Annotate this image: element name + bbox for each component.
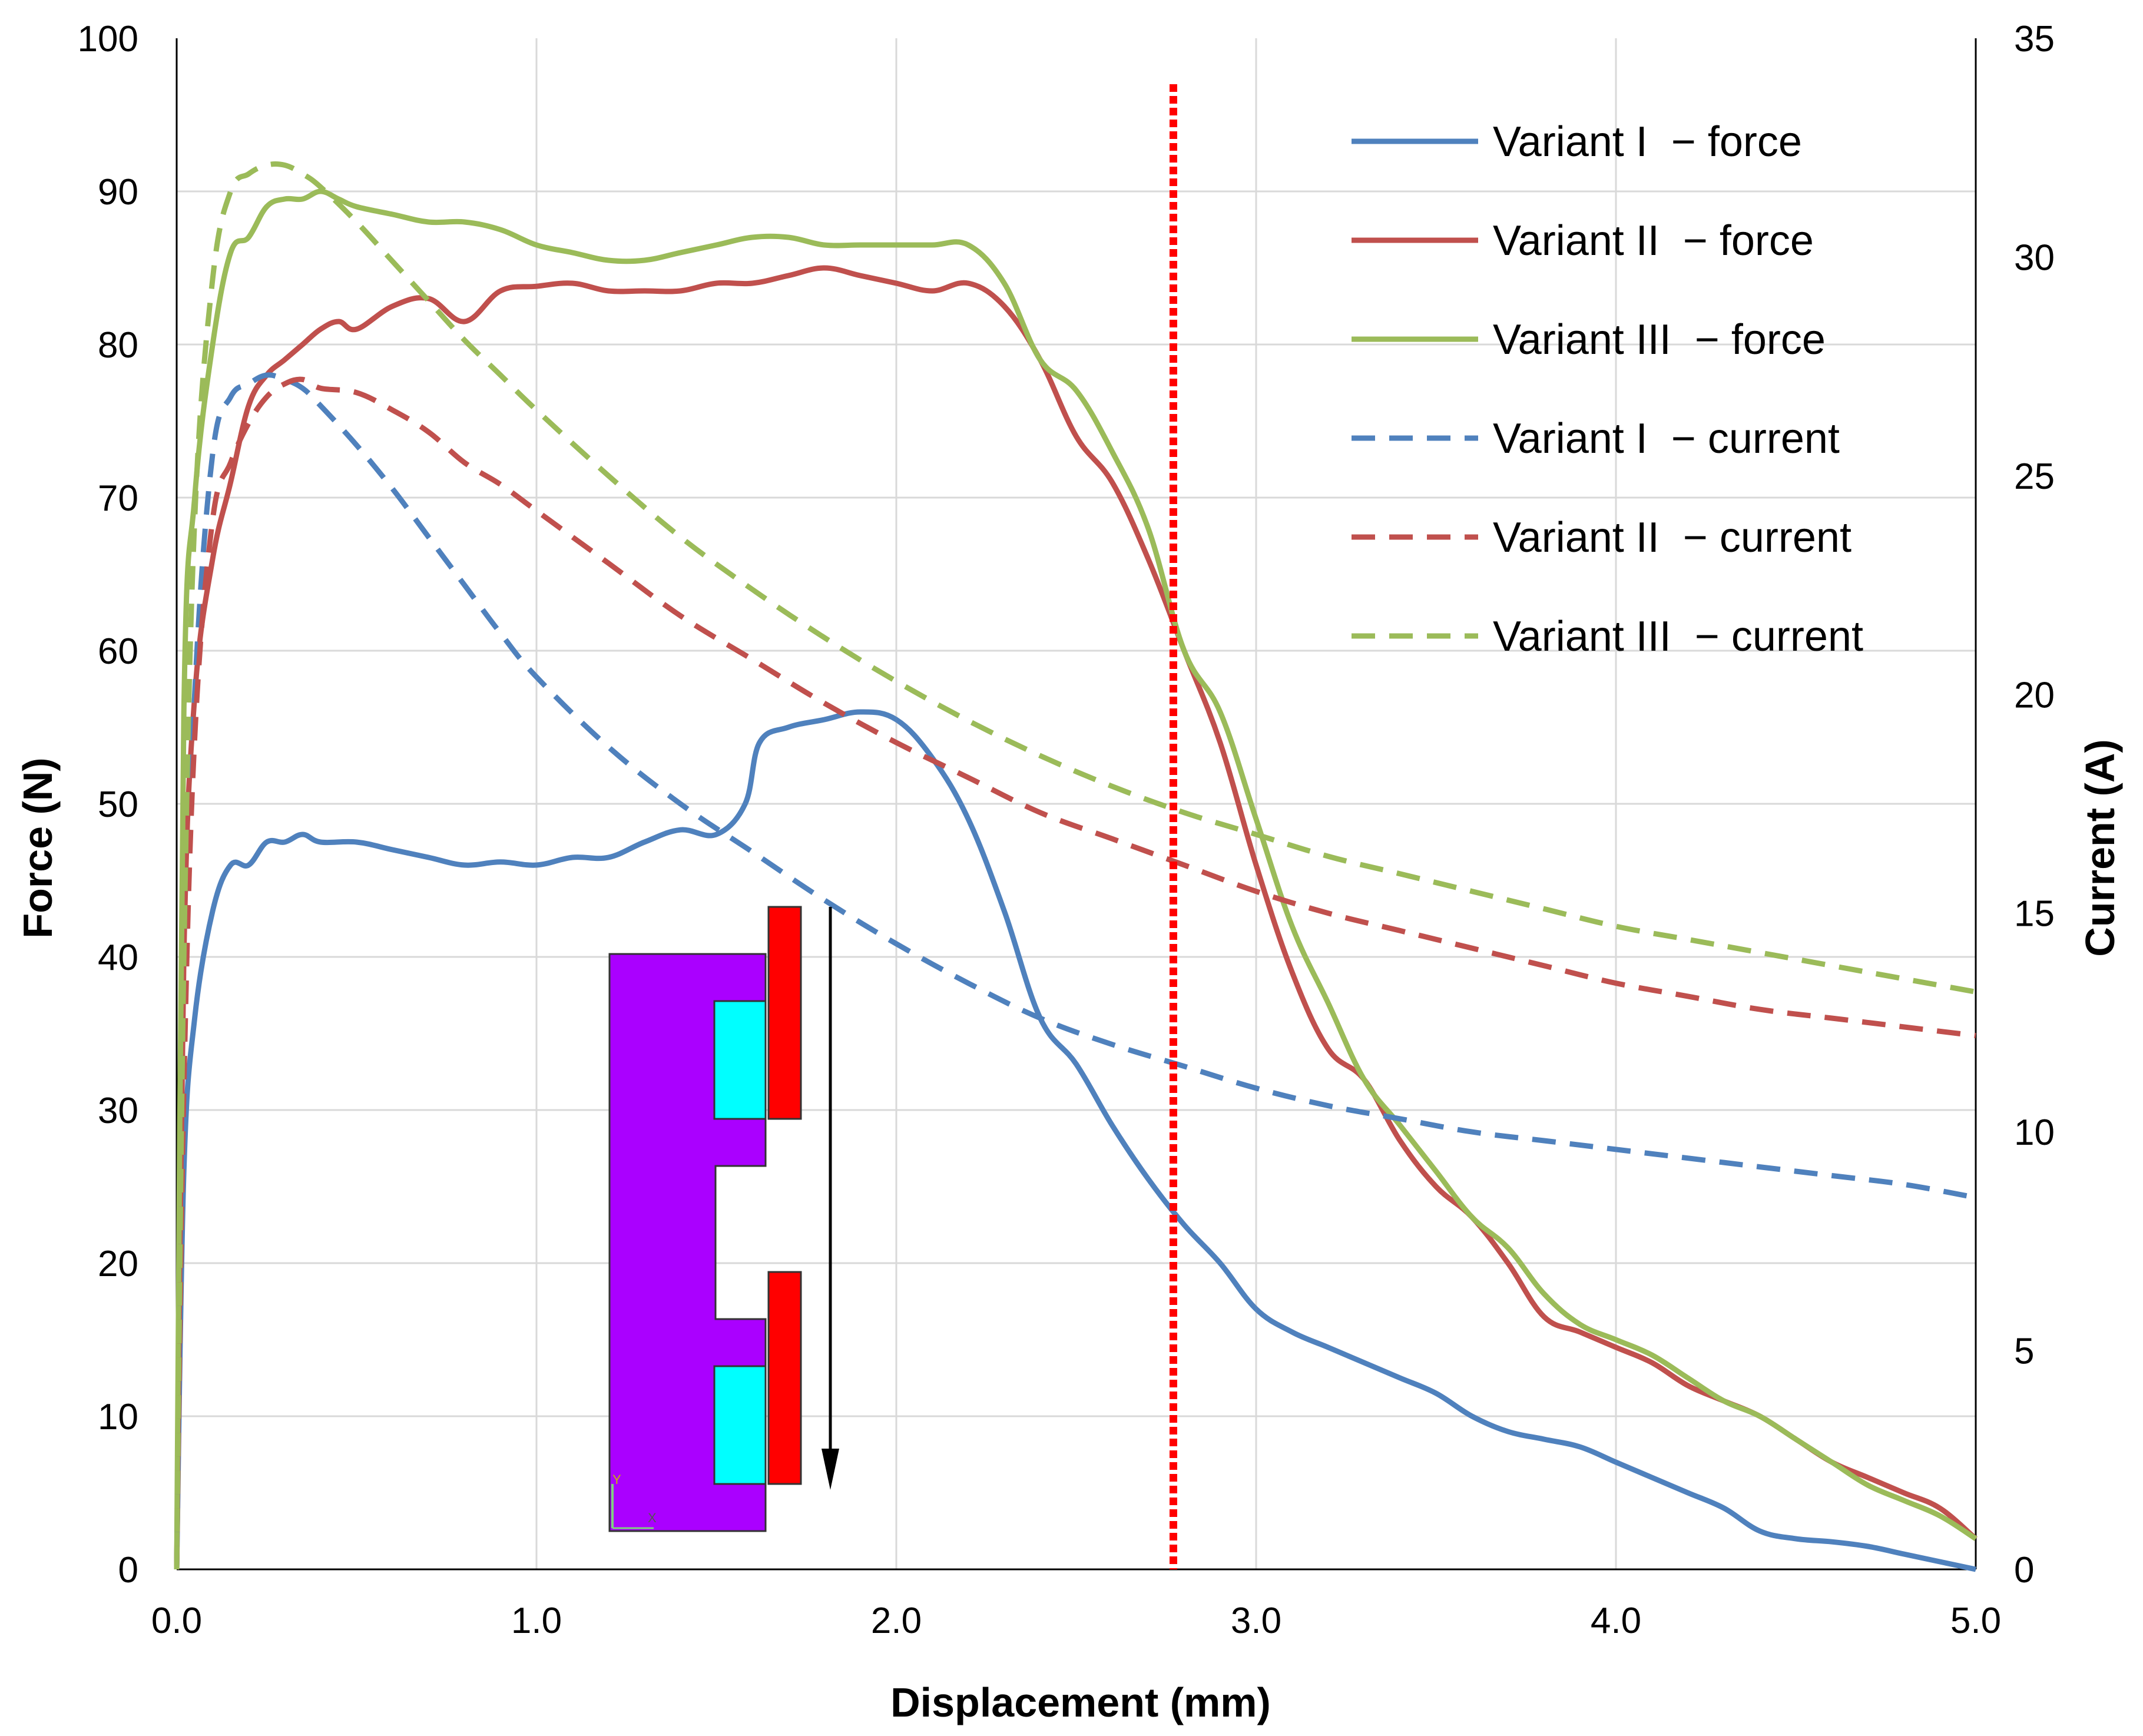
legend-label-5: Variant II − current	[1493, 514, 1851, 561]
inset-coil-lower	[713, 1365, 767, 1485]
grid	[177, 38, 1976, 1569]
series-line-6	[174, 161, 1976, 1570]
series-line-1	[174, 709, 1976, 1572]
y-tick-label: 70	[98, 478, 138, 519]
y-axis-title: Force (N)	[15, 757, 61, 938]
y-tick-label: 40	[98, 937, 138, 978]
y2-tick-label: 10	[2014, 1112, 2055, 1153]
x-tick-label: 0.0	[151, 1601, 202, 1641]
x-tick-label: 5.0	[1950, 1601, 2001, 1641]
actuator-inset-diagram: Y X	[608, 906, 839, 1532]
y2-tick-label: 15	[2014, 894, 2055, 935]
y2-tick-label: 20	[2014, 675, 2055, 715]
x-axis-title: Displacement (mm)	[890, 1679, 1271, 1725]
legend-label-4: Variant I − current	[1493, 415, 1840, 462]
y2-axis-title: Current (A)	[2077, 739, 2123, 956]
legend-label-2: Variant II − force	[1493, 217, 1814, 264]
y2-tick-label: 0	[2014, 1550, 2034, 1591]
y-tick-label: 80	[98, 325, 138, 366]
x-tick-label: 2.0	[871, 1601, 922, 1641]
inset-y-label: Y	[612, 1472, 621, 1487]
y-tick-label: 90	[98, 172, 138, 213]
legend: Variant I − force Variant II − force Varia…	[1352, 118, 1863, 660]
legend-label-1: Variant I − force	[1493, 118, 1802, 165]
inset-x-label: X	[648, 1510, 657, 1525]
legend-label-3: Variant III − force	[1493, 316, 1826, 363]
inset-motion-arrowhead	[822, 1449, 839, 1490]
y-tick-label: 0	[118, 1550, 138, 1591]
inset-coil-upper	[713, 1000, 767, 1120]
series-line-5	[174, 376, 1976, 1570]
inset-armature-lower	[767, 1271, 802, 1485]
y-tick-label: 100	[78, 19, 138, 59]
y2-tick-label: 30	[2014, 237, 2055, 278]
y-tick-label: 50	[98, 784, 138, 825]
y2-tick-label: 35	[2014, 19, 2055, 59]
axis-ticks: 0.0 1.0 2.0 3.0 4.0 5.00102030405060708090100…	[78, 19, 2055, 1641]
y-tick-label: 20	[98, 1244, 138, 1284]
y-tick-label: 60	[98, 631, 138, 672]
x-tick-label: 4.0	[1591, 1601, 1641, 1641]
x-tick-label: 1.0	[511, 1601, 562, 1641]
y-tick-label: 10	[98, 1397, 138, 1437]
series-line-3	[174, 188, 1978, 1570]
series-line-4	[174, 372, 1976, 1570]
x-tick-label: 3.0	[1231, 1601, 1281, 1641]
y-tick-label: 30	[98, 1091, 138, 1131]
legend-label-6: Variant III − current	[1493, 613, 1863, 660]
inset-armature-upper	[767, 906, 802, 1120]
y2-tick-label: 5	[2014, 1331, 2034, 1372]
y2-tick-label: 25	[2014, 456, 2055, 497]
series-layer	[174, 161, 1978, 1572]
